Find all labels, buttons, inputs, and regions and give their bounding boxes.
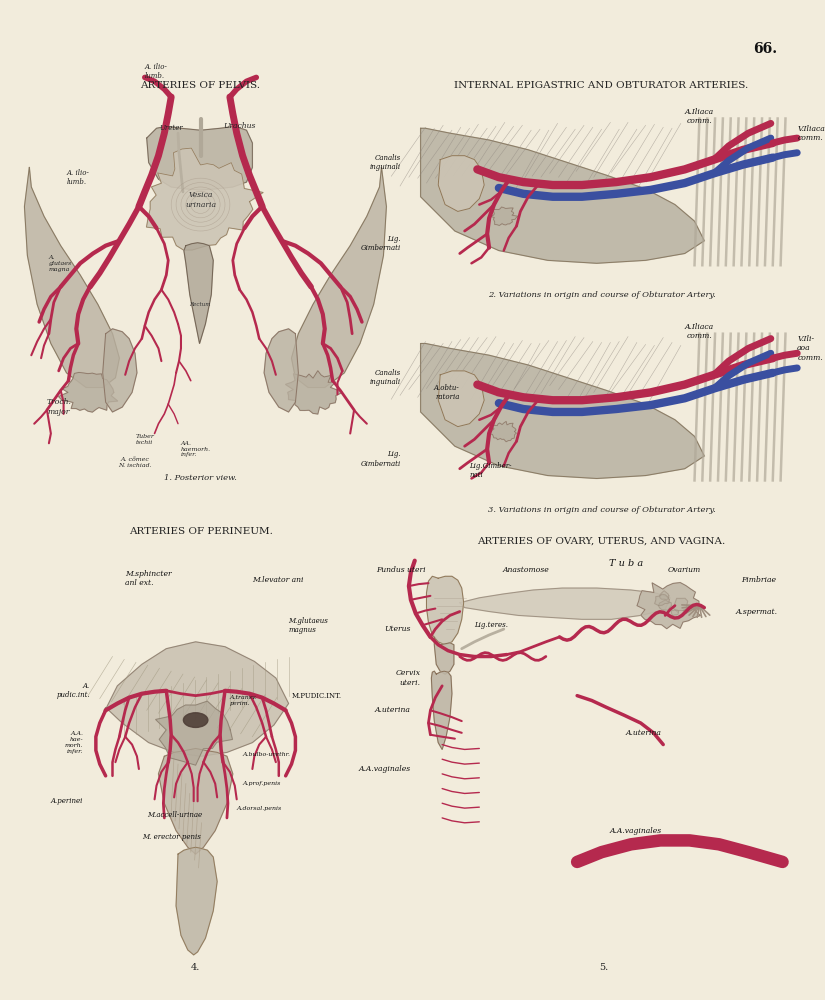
Polygon shape [147, 148, 263, 250]
Polygon shape [460, 588, 670, 619]
Text: A.bulbo-urethr.: A.bulbo-urethr. [243, 752, 290, 757]
Text: A.A.
hae-
morh.
infer.: A.A. hae- morh. infer. [64, 731, 83, 754]
Polygon shape [637, 583, 700, 629]
Text: A. ilio-
lumb.: A. ilio- lumb. [67, 169, 89, 186]
Text: Ureter: Ureter [159, 124, 183, 132]
Text: M.sphincter
anl ext.: M.sphincter anl ext. [125, 570, 172, 587]
Polygon shape [489, 421, 516, 442]
Text: M.PUDIC.INT.: M.PUDIC.INT. [291, 692, 342, 700]
Polygon shape [673, 598, 688, 611]
Text: 4.: 4. [191, 963, 200, 972]
Text: AA.
haemorh.
infer.: AA. haemorh. infer. [181, 441, 211, 457]
Polygon shape [431, 671, 452, 749]
Text: A.perinei: A.perinei [51, 797, 83, 805]
Text: Troch.
major: Troch. major [46, 398, 71, 416]
Text: A.dorsal.penis: A.dorsal.penis [237, 806, 282, 811]
Text: Lig.Gimber-
nati: Lig.Gimber- nati [469, 462, 512, 479]
Text: Canalis
inguinali: Canalis inguinali [370, 154, 401, 171]
Ellipse shape [183, 713, 208, 727]
Text: A. cõmec
N. ischiad.: A. cõmec N. ischiad. [118, 457, 152, 468]
Text: A.obtu-
ratoria: A.obtu- ratoria [434, 384, 460, 401]
Polygon shape [102, 329, 137, 412]
Text: Fimbriae: Fimbriae [742, 576, 776, 584]
Text: A.uterina: A.uterina [626, 729, 662, 737]
Text: Lig.
Gimbernati: Lig. Gimbernati [361, 450, 401, 468]
Polygon shape [434, 637, 454, 674]
Polygon shape [59, 372, 118, 412]
Polygon shape [438, 156, 484, 211]
Text: V.Ili-
aoa
comm.: V.Ili- aoa comm. [797, 335, 823, 362]
Polygon shape [184, 243, 213, 343]
Text: A.uterina: A.uterina [375, 706, 411, 714]
Text: Urachus: Urachus [223, 122, 256, 130]
Text: Cervix
uteri.: Cervix uteri. [396, 669, 421, 687]
Text: T u b a: T u b a [609, 559, 644, 568]
Text: ARTERIES OF PERINEUM.: ARTERIES OF PERINEUM. [129, 527, 272, 536]
Text: Vesica: Vesica [188, 191, 213, 199]
Polygon shape [438, 371, 484, 427]
Text: A.Iliaca
comm.: A.Iliaca comm. [685, 323, 714, 340]
Text: 3. Variations in origin and course of Obturator Artery.: 3. Variations in origin and course of Ob… [488, 506, 715, 514]
Text: A.Iliaca
comm.: A.Iliaca comm. [685, 108, 714, 125]
Polygon shape [427, 576, 464, 645]
Polygon shape [25, 167, 120, 388]
Polygon shape [102, 642, 289, 756]
Text: M.glutaeus
magnus: M.glutaeus magnus [289, 617, 328, 634]
Text: M.accell-urinae: M.accell-urinae [147, 811, 202, 819]
Text: Lig.
Gimbernati: Lig. Gimbernati [361, 235, 401, 252]
Text: 1. Posterior view.: 1. Posterior view. [164, 474, 237, 482]
Text: A.
glutaes
magna: A. glutaes magna [49, 255, 72, 272]
Text: Ovarium: Ovarium [668, 566, 701, 574]
Polygon shape [285, 371, 342, 414]
Text: A.transv.
perim.: A.transv. perim. [230, 695, 257, 706]
Polygon shape [654, 594, 669, 605]
Polygon shape [671, 610, 679, 615]
Text: ARTERIES OF PELVIS.: ARTERIES OF PELVIS. [140, 81, 261, 90]
Text: Lig.teres.: Lig.teres. [474, 621, 508, 629]
Polygon shape [147, 126, 252, 190]
Polygon shape [158, 748, 233, 854]
Polygon shape [421, 128, 705, 263]
Polygon shape [156, 701, 233, 765]
Text: ARTERIES OF OVARY, UTERUS, AND VAGINA.: ARTERIES OF OVARY, UTERUS, AND VAGINA. [478, 537, 726, 546]
Polygon shape [659, 591, 669, 600]
Text: A. ilio-
lumb.: A. ilio- lumb. [144, 63, 167, 80]
Text: Rectum: Rectum [189, 302, 210, 307]
Text: A.A.vaginales: A.A.vaginales [359, 765, 411, 773]
Text: Fundus uteri: Fundus uteri [376, 566, 426, 574]
Text: M. erector penis: M. erector penis [142, 833, 200, 841]
Text: Anastomose: Anastomose [503, 566, 549, 574]
Polygon shape [291, 167, 386, 388]
Text: INTERNAL EPIGASTRIC AND OBTURATOR ARTERIES.: INTERNAL EPIGASTRIC AND OBTURATOR ARTERI… [455, 81, 749, 90]
Polygon shape [264, 329, 299, 412]
Text: V.Iliaca
comm.: V.Iliaca comm. [797, 125, 825, 142]
Text: Uterus: Uterus [384, 625, 411, 633]
Text: M.levator ani: M.levator ani [252, 576, 304, 584]
Text: A.spermat.: A.spermat. [736, 608, 778, 616]
Text: A.prof.penis: A.prof.penis [243, 781, 281, 786]
Text: Canalis
inguinali: Canalis inguinali [370, 369, 401, 386]
Polygon shape [658, 600, 672, 610]
Text: 66.: 66. [753, 42, 778, 56]
Polygon shape [491, 207, 518, 225]
Text: 5.: 5. [599, 963, 608, 972]
Text: A.
pudic.int.: A. pudic.int. [56, 682, 90, 699]
Text: Tuber
tschii: Tuber tschii [135, 434, 154, 445]
Text: 2. Variations in origin and course of Obturator Artery.: 2. Variations in origin and course of Ob… [488, 291, 715, 299]
Polygon shape [176, 847, 217, 955]
Polygon shape [421, 343, 705, 478]
Text: A.A.vaginales: A.A.vaginales [610, 827, 662, 835]
Text: urinaria: urinaria [185, 201, 216, 209]
